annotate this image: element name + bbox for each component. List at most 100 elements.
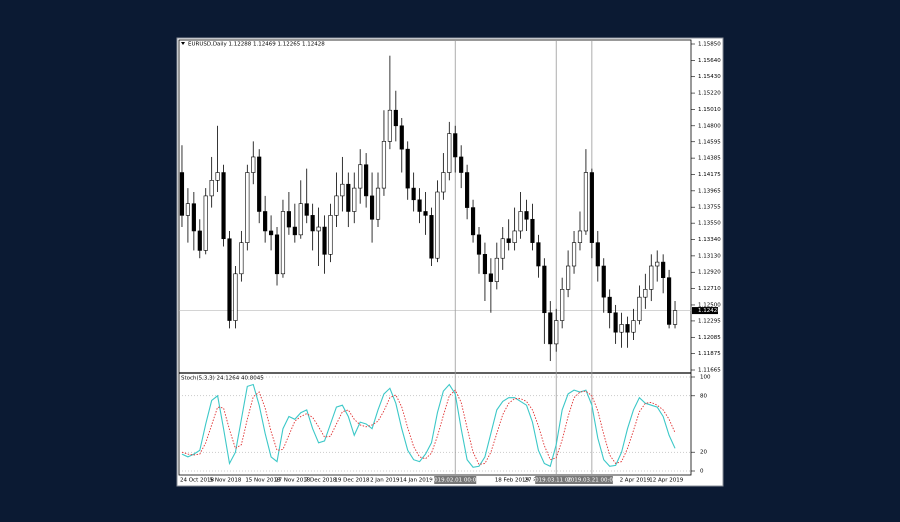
candle-body — [268, 230, 274, 236]
candle-body — [619, 324, 624, 333]
vertical-line-label: 2019.02.01 00:00 — [431, 478, 481, 484]
y-tick-label: 1.15850 — [698, 42, 721, 48]
candle-body — [251, 156, 256, 173]
candle-body — [322, 226, 327, 255]
candle-body — [227, 238, 232, 321]
candle-body — [655, 261, 660, 267]
y-tick-label: 1.13340 — [698, 237, 721, 243]
candle-body — [506, 238, 511, 243]
candle-body — [328, 215, 333, 255]
candle-body — [429, 215, 434, 259]
candle-body — [583, 172, 589, 232]
candle-body — [203, 195, 208, 251]
y-tick-label: 100 — [700, 375, 711, 381]
candle-body — [595, 242, 600, 267]
candle-body — [536, 242, 541, 267]
x-tick-label: 5 Nov 2018 — [210, 478, 242, 484]
candle-body — [667, 277, 672, 325]
indicator-title: Stoch(5,3,3) 24.1264 40.8045 — [181, 376, 264, 382]
y-tick-label: 0 — [700, 469, 704, 475]
candle-body — [524, 211, 529, 220]
candle-body — [672, 310, 678, 325]
y-tick-label: 1.12920 — [698, 270, 721, 276]
x-tick-label: 12 Apr 2019 — [649, 478, 684, 484]
vertical-line-label-box — [434, 476, 477, 484]
y-tick-label: 1.12085 — [698, 335, 721, 341]
candle-body — [494, 257, 499, 282]
last-price-box — [692, 307, 718, 315]
candle-body — [566, 265, 571, 290]
candle-body — [470, 207, 476, 236]
y-tick-label: 1.15220 — [698, 91, 721, 97]
candle-body — [548, 312, 553, 345]
candle-body — [274, 234, 280, 275]
y-tick-label: 1.14175 — [698, 172, 721, 178]
candle-body — [191, 203, 196, 232]
last-price-label: 1.12428 — [698, 308, 721, 314]
chart-window — [176, 37, 724, 487]
vertical-line-label: 2019.03.21 00:00 — [567, 478, 617, 484]
candle-body — [304, 203, 309, 216]
chart-title: EURUSD,Daily 1.12288 1.12469 1.12265 1.1… — [188, 42, 325, 48]
candle-body — [625, 324, 630, 333]
candle-body — [530, 218, 535, 243]
candle-body — [435, 191, 440, 259]
candle-body — [447, 133, 452, 173]
x-tick-label: 2 Apr 2019 — [620, 478, 651, 484]
candle-body — [185, 203, 190, 216]
x-tick-label: 24 Oct 2018 — [180, 478, 215, 484]
candle-body — [518, 211, 523, 232]
y-tick-label: 1.13965 — [698, 188, 721, 194]
candle-body — [613, 312, 618, 333]
indicator-line — [181, 383, 676, 468]
candle-body — [417, 199, 422, 212]
candle-body — [375, 187, 381, 220]
candle-body — [346, 183, 351, 212]
candle-body — [554, 320, 559, 345]
candle-body — [465, 172, 470, 208]
candle-body — [423, 211, 428, 216]
candle-body — [369, 195, 375, 220]
y-tick-label: 1.11875 — [698, 351, 721, 357]
candle-body — [292, 226, 297, 236]
candle-body — [221, 172, 226, 240]
candle-body — [560, 289, 565, 321]
candle-body — [542, 265, 547, 314]
candle-body — [512, 230, 517, 243]
candle-body — [459, 156, 464, 173]
x-tick-label: 27 Nov 2018 — [275, 478, 311, 484]
candle-body — [310, 215, 315, 232]
y-tick-label: 1.11665 — [698, 368, 721, 374]
candle-body — [476, 234, 482, 255]
indicator-line — [181, 389, 676, 465]
y-tick-label: 1.15430 — [698, 74, 721, 80]
candle-body — [649, 265, 654, 290]
candle-body — [393, 109, 398, 127]
x-tick-label: 2 Jan 2019 — [370, 478, 400, 484]
candle-body — [589, 172, 594, 243]
y-tick-label: 1.13755 — [698, 205, 721, 211]
vertical-line-label-box — [570, 476, 613, 484]
y-tick-label: 80 — [700, 393, 707, 399]
candle-body — [631, 320, 636, 333]
candle-body — [179, 172, 185, 216]
candle-body — [405, 148, 410, 189]
candle-body — [607, 296, 612, 314]
candle-body — [441, 172, 446, 193]
candle-body — [387, 109, 392, 142]
y-tick-label: 1.15640 — [698, 58, 721, 64]
candle-body — [239, 242, 244, 275]
y-tick-label: 1.12500 — [698, 302, 721, 308]
vertical-line-label: 2019.03.11 00:00 — [532, 478, 582, 484]
y-tick-label: 1.13550 — [698, 221, 721, 227]
candle-body — [257, 156, 262, 212]
y-tick-label: 1.12295 — [698, 318, 721, 324]
candle-body — [334, 195, 339, 216]
y-tick-label: 1.14385 — [698, 156, 721, 162]
candle-body — [399, 125, 404, 150]
candle-body — [209, 180, 214, 197]
x-tick-label: 15 Nov 2018 — [245, 478, 281, 484]
y-tick-label: 1.13130 — [698, 253, 721, 259]
